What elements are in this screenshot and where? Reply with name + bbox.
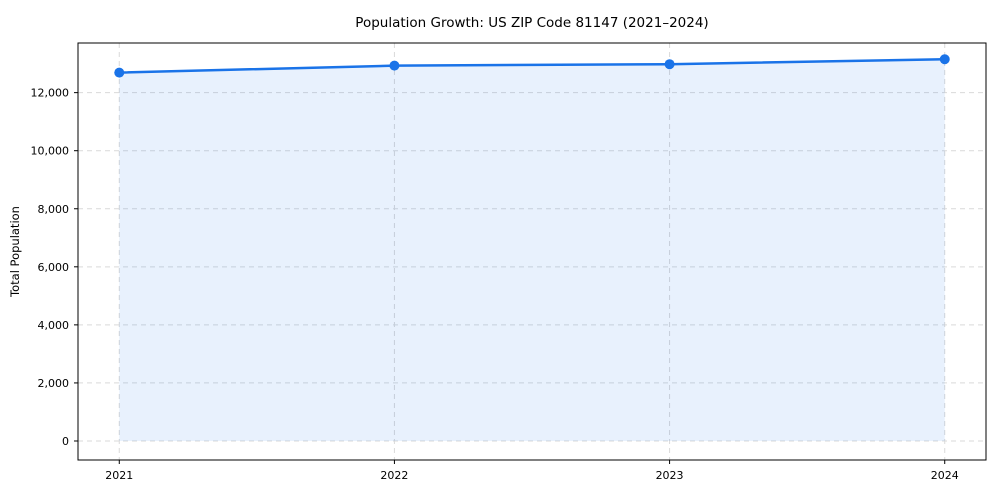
y-axis-label: Total Population <box>8 206 22 298</box>
y-tick-label: 6,000 <box>38 261 70 274</box>
chart-title: Population Growth: US ZIP Code 81147 (20… <box>355 15 708 31</box>
y-tick-label: 10,000 <box>31 145 70 158</box>
x-tick-label: 2024 <box>931 469 959 482</box>
area-fill <box>119 59 945 441</box>
y-tick-label: 0 <box>62 435 69 448</box>
y-tick-label: 4,000 <box>38 319 70 332</box>
data-line <box>118 58 946 74</box>
data-point-2021 <box>114 67 125 78</box>
axes-spines <box>77 42 987 461</box>
x-tick-label: 2023 <box>656 469 684 482</box>
x-tick-label: 2021 <box>105 469 133 482</box>
data-point-2024 <box>939 54 950 65</box>
data-point-2022 <box>389 60 400 71</box>
plot-area: 0 2,000 4,000 6,000 8,000 10,000 12,000 2021 202… <box>31 42 987 482</box>
data-point-2023 <box>664 59 675 70</box>
x-tick-label: 2022 <box>380 469 408 482</box>
y-tick-label: 8,000 <box>38 203 70 216</box>
y-tick-label: 2,000 <box>38 377 70 390</box>
y-tick-label: 12,000 <box>31 87 70 100</box>
